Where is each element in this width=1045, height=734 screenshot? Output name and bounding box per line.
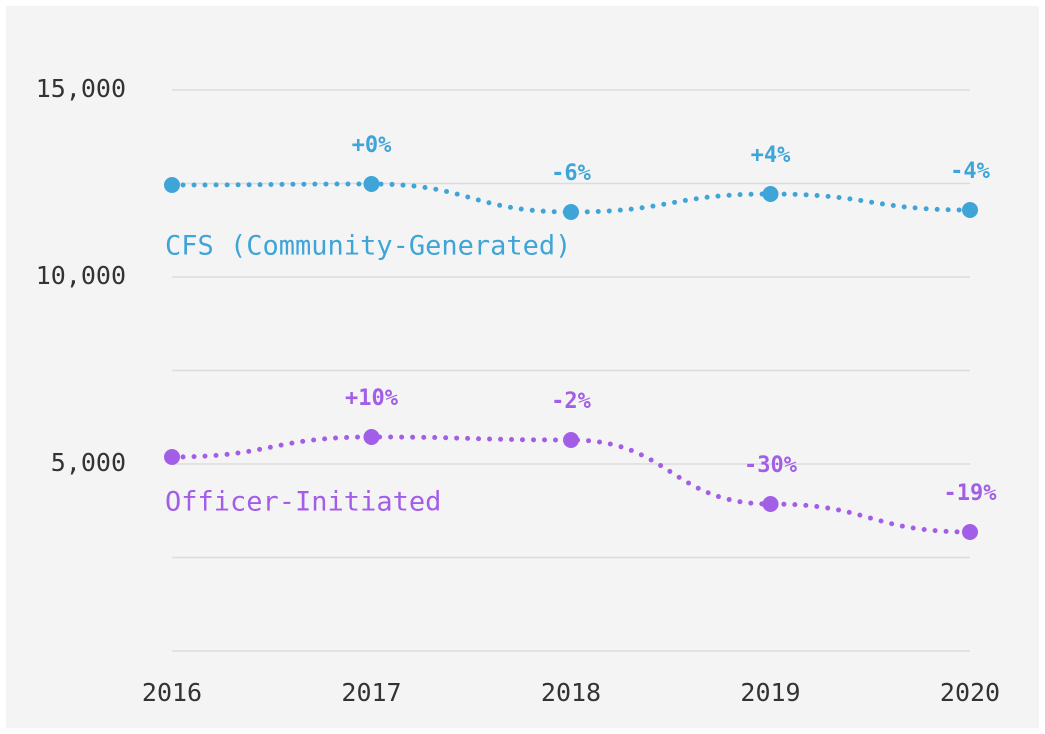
change-label: -4% — [950, 159, 990, 184]
y-tick-label: 10,000 — [36, 261, 126, 290]
change-label: +4% — [751, 143, 791, 168]
point — [363, 428, 380, 445]
series-line — [169, 181, 973, 215]
y-tick-label: 5,000 — [51, 448, 126, 477]
point — [962, 523, 978, 540]
x-tick-label: 2020 — [940, 678, 1000, 707]
x-tick-label: 2019 — [740, 678, 800, 707]
x-tick-label: 2017 — [341, 678, 401, 707]
series-line — [169, 434, 973, 535]
point — [762, 496, 779, 513]
series-label: Officer-Initiated — [165, 487, 441, 518]
change-label: -2% — [551, 389, 591, 414]
point — [363, 175, 380, 192]
point — [962, 202, 978, 219]
point — [164, 176, 180, 193]
series-label: CFS (Community-Generated) — [165, 231, 571, 262]
point — [563, 203, 579, 220]
change-label: -6% — [551, 161, 591, 186]
change-label: +10% — [345, 386, 399, 411]
point — [762, 186, 779, 203]
point — [164, 449, 180, 466]
change-label: -19% — [944, 481, 998, 506]
x-tick-label: 2018 — [541, 678, 601, 707]
background — [6, 6, 1039, 728]
change-label: -30% — [744, 453, 798, 478]
x-tick-label: 2016 — [142, 678, 202, 707]
y-tick-label: 15,000 — [36, 74, 126, 103]
change-label: +0% — [352, 133, 392, 158]
point — [563, 431, 579, 448]
